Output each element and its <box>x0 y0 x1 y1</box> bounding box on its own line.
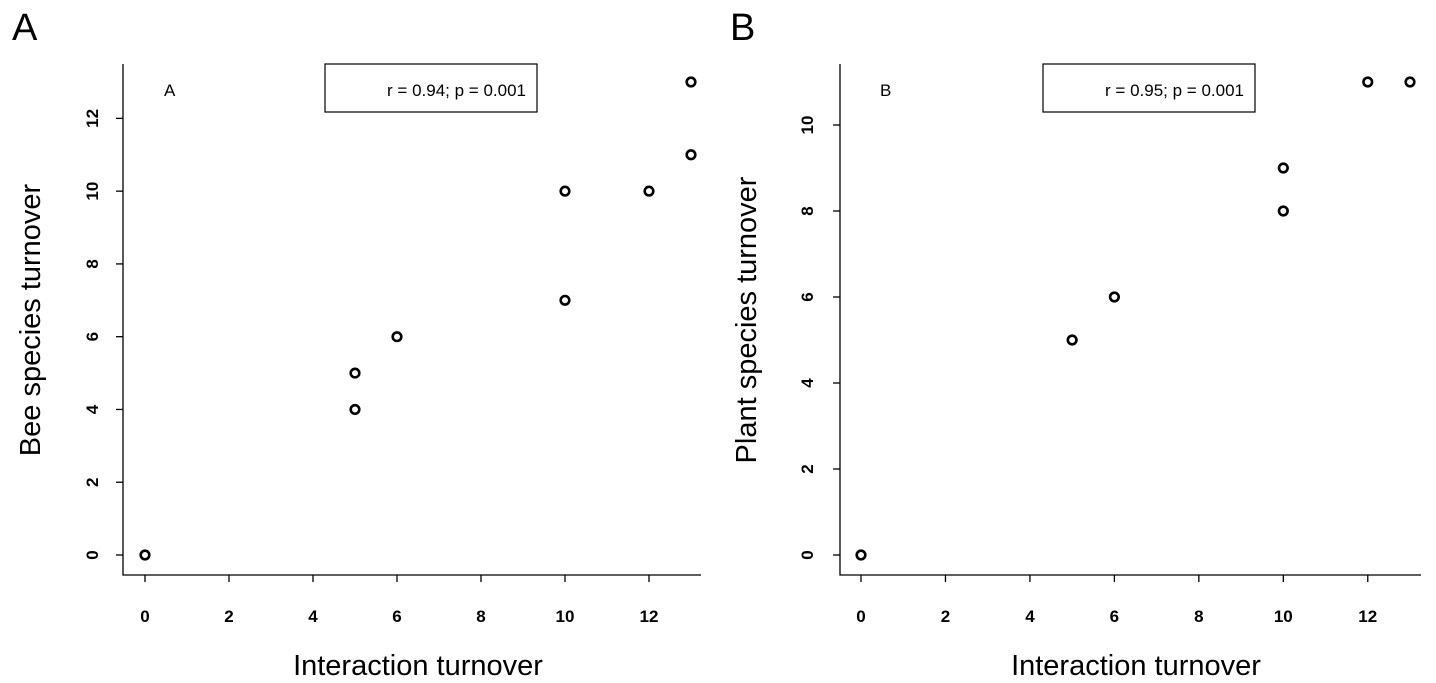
panel-b-y-tick-label: 6 <box>798 292 817 301</box>
panel-a-data-point <box>643 185 655 197</box>
panel-b-y-tick-label: 0 <box>798 550 817 559</box>
panel-b-x-tick-label: 0 <box>856 607 865 626</box>
panel-b-points <box>855 76 1416 561</box>
panel-a-data-point <box>685 149 697 161</box>
panel-b-stat-text: r = 0.95; p = 0.001 <box>1105 81 1244 100</box>
panel-a-y-axis-title: Bee species turnover <box>15 183 47 456</box>
panel-a: A A r = 0.94; p = 0.001 Interaction turn… <box>12 7 701 682</box>
panel-a-y-ticks: 0 2 4 6 8 10 12 <box>83 109 123 560</box>
panel-a-x-tick-label: 6 <box>392 607 401 626</box>
panel-b-data-point <box>855 549 867 561</box>
panel-b-y-tick-label: 10 <box>798 116 817 135</box>
panel-a-y-tick-label: 4 <box>83 404 102 414</box>
panel-b-y-axis-title: Plant species turnover <box>731 176 763 463</box>
panel-a-points <box>139 76 697 561</box>
panel-b-y-tick-label: 2 <box>798 464 817 473</box>
panel-a-axes <box>122 64 701 576</box>
panel-b-x-tick-label: 10 <box>1274 607 1293 626</box>
panel-b-letter: B <box>730 7 755 49</box>
panel-b-x-axis-title: Interaction turnover <box>1011 650 1261 682</box>
panel-a-y-tick-label: 10 <box>83 182 102 201</box>
panel-b-x-ticks: 0 2 4 6 8 10 12 <box>856 575 1377 626</box>
panel-b-x-tick-label: 2 <box>941 607 950 626</box>
panel-a-data-point <box>559 185 571 197</box>
panel-b-y-ticks: 0 2 4 6 8 10 <box>798 116 840 560</box>
panel-b: B B r = 0.95; p = 0.001 Interaction turn… <box>730 7 1421 682</box>
panel-b-data-point <box>1066 334 1078 346</box>
panel-b-x-tick-label: 4 <box>1025 607 1035 626</box>
panel-a-y-tick-label: 8 <box>83 259 102 268</box>
panel-b-data-point <box>1277 205 1289 217</box>
panel-a-data-point <box>349 367 361 379</box>
panel-a-x-tick-label: 4 <box>308 607 318 626</box>
panel-a-x-tick-label: 8 <box>476 607 485 626</box>
panel-a-x-ticks: 0 2 4 6 8 10 12 <box>140 575 658 626</box>
panel-a-y-tick-label: 0 <box>83 550 102 559</box>
panel-b-x-tick-label: 6 <box>1110 607 1119 626</box>
panel-b-x-tick-label: 8 <box>1194 607 1203 626</box>
panel-a-data-point <box>349 403 361 416</box>
panel-b-data-point <box>1404 76 1416 88</box>
panel-a-x-tick-label: 10 <box>556 607 575 626</box>
panel-b-inner-label: B <box>880 81 891 100</box>
panel-b-y-tick-label: 4 <box>798 378 817 388</box>
panel-a-stat-text: r = 0.94; p = 0.001 <box>387 81 526 100</box>
panel-b-x-tick-label: 12 <box>1358 607 1377 626</box>
panel-b-axes <box>839 64 1421 576</box>
panel-a-stat-box <box>324 63 538 113</box>
panel-a-x-axis-title: Interaction turnover <box>293 650 543 682</box>
panel-b-y-tick-label: 8 <box>798 206 817 215</box>
panel-a-data-point <box>685 76 697 88</box>
panel-a-letter: A <box>12 7 38 49</box>
panel-a-data-point <box>391 331 403 343</box>
panel-b-data-point <box>1277 162 1289 174</box>
panel-b-stat-box <box>1042 63 1256 113</box>
panel-a-y-tick-label: 2 <box>83 477 102 486</box>
panel-a-inner-label: A <box>164 81 176 100</box>
panel-a-y-tick-label: 12 <box>83 109 102 128</box>
panel-a-x-tick-label: 2 <box>224 607 233 626</box>
panel-a-data-point <box>139 549 151 561</box>
panel-a-x-tick-label: 12 <box>640 607 659 626</box>
panel-b-data-point <box>1362 76 1374 88</box>
panel-a-data-point <box>559 294 571 306</box>
panel-b-data-point <box>1108 291 1120 303</box>
panel-a-x-tick-label: 0 <box>140 607 149 626</box>
panel-a-y-tick-label: 6 <box>83 332 102 341</box>
